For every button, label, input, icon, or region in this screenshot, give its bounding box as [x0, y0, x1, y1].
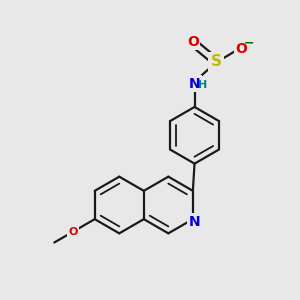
Text: N: N [189, 215, 200, 229]
Text: O: O [235, 42, 247, 56]
Text: H: H [198, 80, 208, 90]
Text: O: O [187, 35, 199, 49]
Text: O: O [68, 227, 78, 237]
Text: N: N [189, 76, 200, 91]
Text: S: S [211, 55, 222, 70]
Text: −: − [243, 36, 254, 49]
